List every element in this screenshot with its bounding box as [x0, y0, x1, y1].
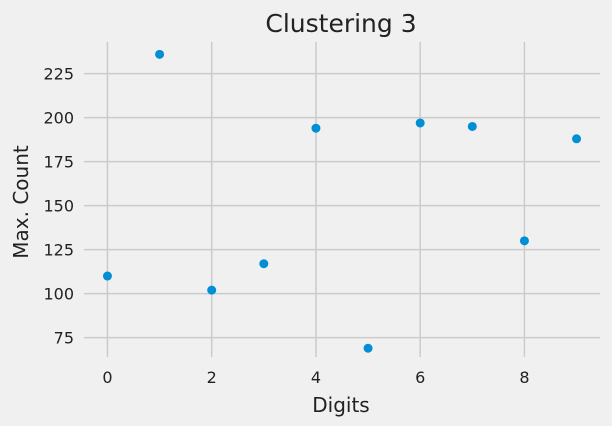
- y-tick-label: 200: [43, 109, 74, 128]
- data-point: [467, 121, 477, 131]
- x-tick-label: 8: [519, 368, 529, 387]
- y-tick-label: 75: [54, 329, 74, 348]
- y-axis-label: Max. Count: [9, 145, 33, 259]
- x-tick-label: 0: [102, 368, 112, 387]
- data-point: [311, 123, 321, 133]
- data-point: [415, 118, 425, 128]
- y-tick-label: 100: [43, 285, 74, 304]
- y-tick-label: 125: [43, 241, 74, 260]
- data-point: [363, 343, 373, 353]
- x-tick-label: 6: [415, 368, 425, 387]
- data-point: [102, 271, 112, 281]
- y-tick-label: 225: [43, 65, 74, 84]
- data-point: [155, 49, 165, 59]
- grid: [84, 42, 600, 357]
- data-point: [519, 236, 529, 246]
- x-tick-label: 2: [207, 368, 217, 387]
- data-point: [259, 259, 269, 269]
- data-point: [572, 134, 582, 144]
- x-tick-label: 4: [311, 368, 321, 387]
- tick-labels: 0 2 4 6 8 75 100 125 150 175 200 225: [43, 65, 529, 387]
- y-tick-label: 150: [43, 197, 74, 216]
- x-axis-label: Digits: [312, 393, 369, 417]
- data-points: [102, 49, 582, 353]
- chart-title: Clustering 3: [265, 9, 416, 38]
- y-tick-label: 175: [43, 153, 74, 172]
- data-point: [207, 285, 217, 295]
